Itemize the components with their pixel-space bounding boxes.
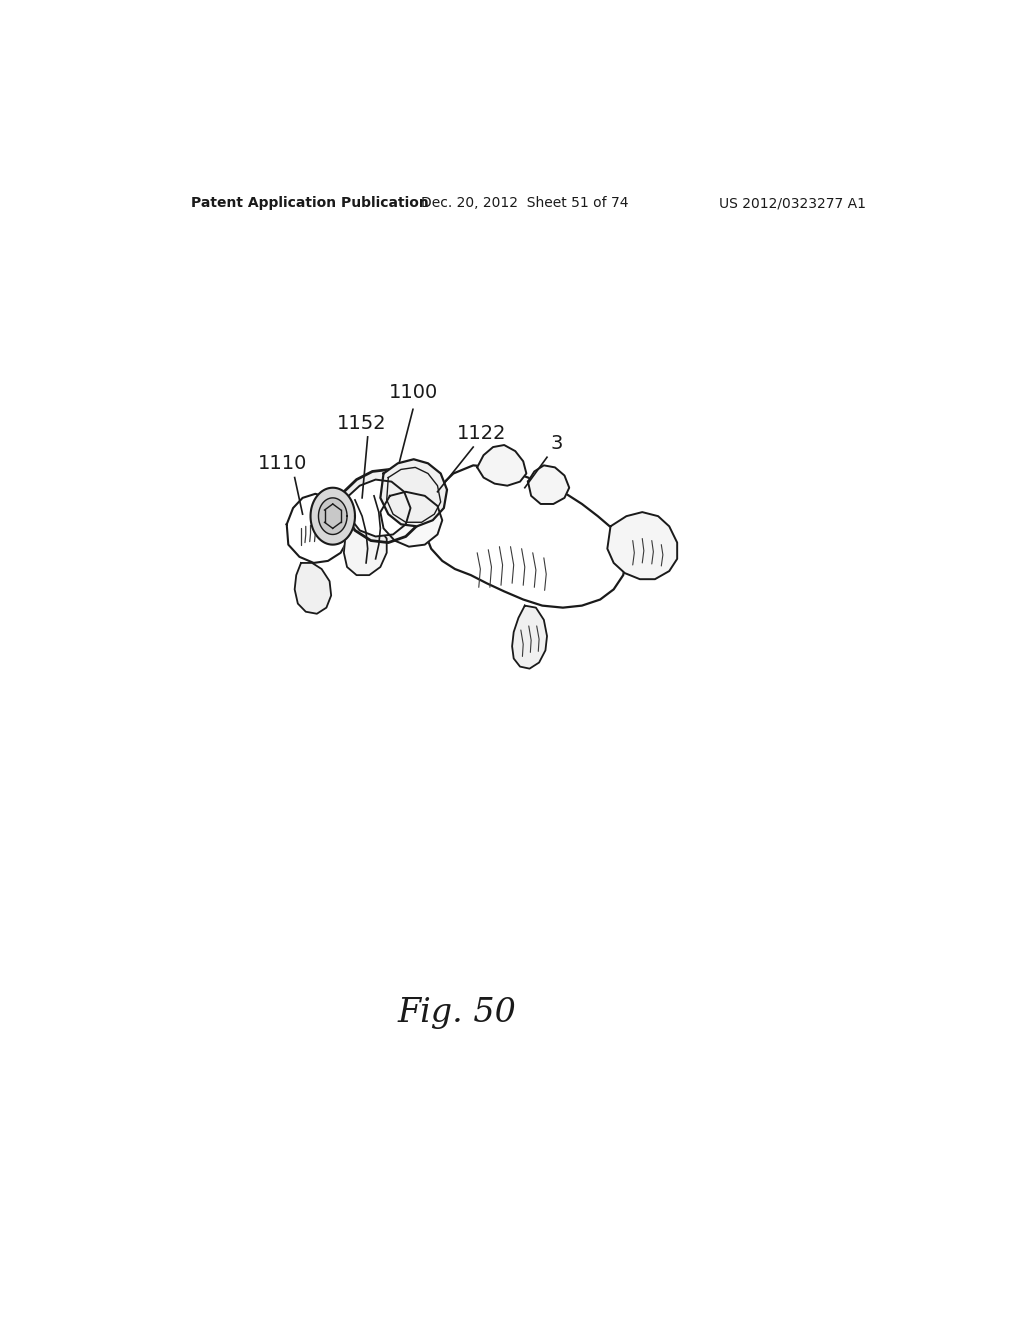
Text: 1122: 1122 (457, 424, 506, 444)
Polygon shape (344, 523, 387, 576)
Text: Fig. 50: Fig. 50 (398, 997, 517, 1028)
Polygon shape (607, 512, 677, 579)
Polygon shape (295, 562, 331, 614)
Polygon shape (310, 487, 355, 545)
Polygon shape (287, 494, 350, 562)
Polygon shape (344, 470, 423, 543)
Polygon shape (380, 492, 442, 546)
Polygon shape (318, 498, 347, 535)
Text: Patent Application Publication: Patent Application Publication (191, 195, 429, 210)
Polygon shape (477, 445, 526, 486)
Polygon shape (512, 606, 547, 669)
Polygon shape (425, 466, 627, 607)
Text: US 2012/0323277 A1: US 2012/0323277 A1 (719, 195, 866, 210)
Text: Dec. 20, 2012  Sheet 51 of 74: Dec. 20, 2012 Sheet 51 of 74 (421, 195, 629, 210)
Polygon shape (528, 466, 569, 504)
Polygon shape (348, 479, 411, 536)
Polygon shape (380, 459, 447, 527)
Text: 1152: 1152 (337, 414, 387, 433)
Text: 1110: 1110 (258, 454, 307, 474)
Text: 1100: 1100 (389, 383, 438, 403)
Text: 3: 3 (550, 434, 563, 453)
